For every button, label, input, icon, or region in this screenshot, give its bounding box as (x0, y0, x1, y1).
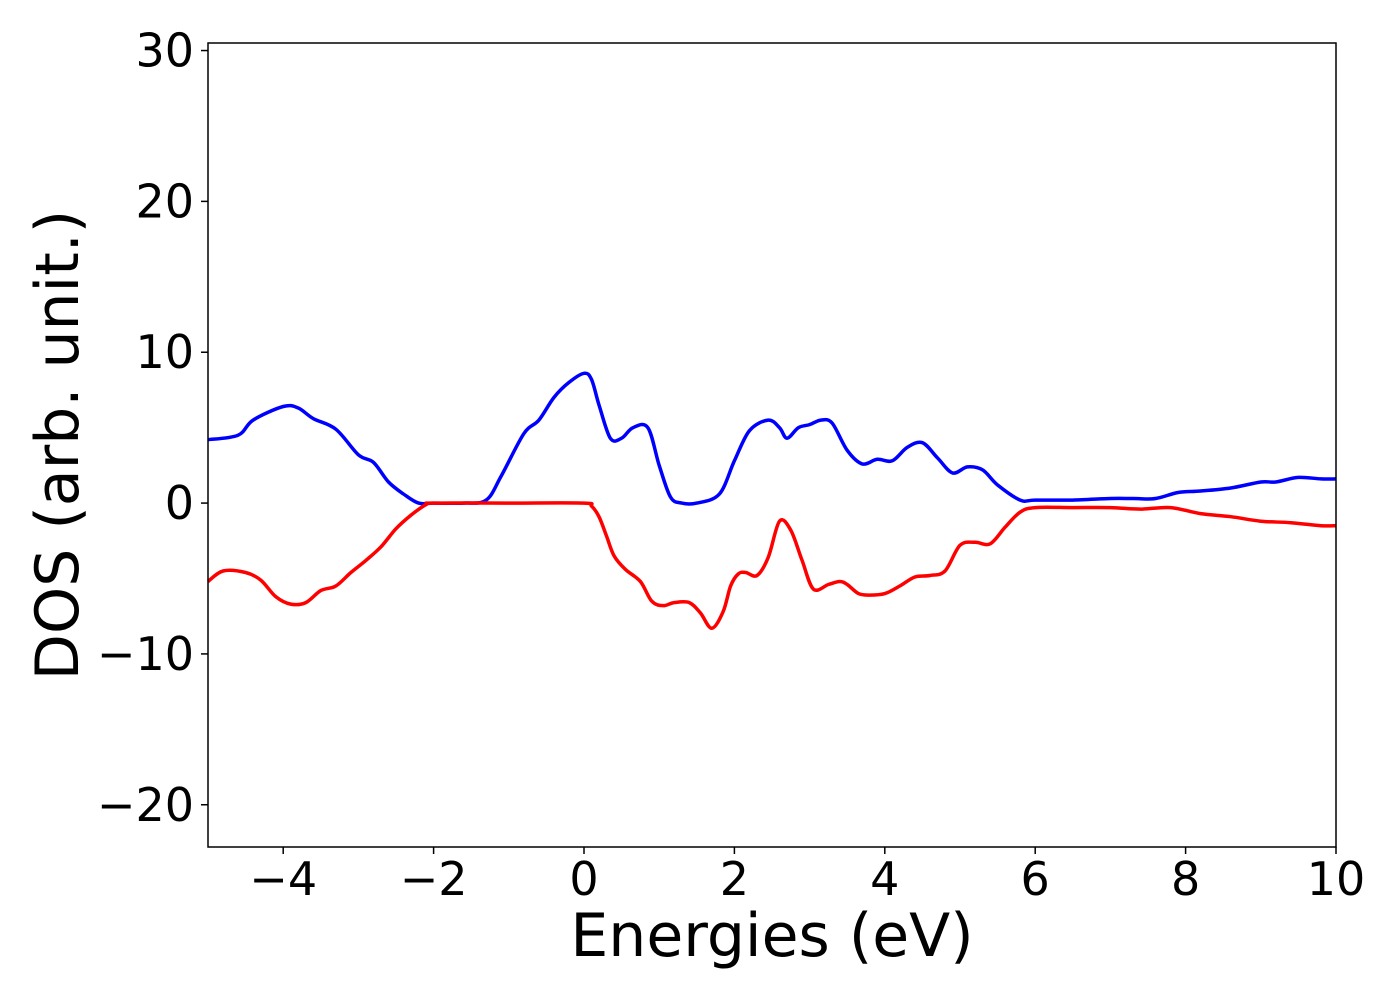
x-tick-label: 0 (569, 852, 598, 906)
series-layer (206, 371, 1337, 631)
series-line-1 (206, 501, 1337, 631)
y-tick-label: −20 (97, 778, 194, 832)
y-tick-label: 0 (165, 476, 194, 530)
x-tick-label: 6 (1021, 852, 1050, 906)
x-tick-label: 2 (720, 852, 749, 906)
y-tick-label: 30 (135, 24, 194, 78)
series-line-0 (207, 371, 1337, 506)
y-tick-label: 10 (135, 325, 194, 379)
y-axis-label: DOS (arb. unit.) (23, 210, 93, 680)
x-axis-label: Energies (eV) (570, 901, 973, 971)
x-tick-label: −4 (249, 852, 317, 906)
x-tick-label: 4 (870, 852, 899, 906)
x-tick-label: −2 (400, 852, 468, 906)
plot-frame (207, 42, 1337, 848)
x-tick-label: 8 (1171, 852, 1200, 906)
x-tick-label: 10 (1307, 852, 1366, 906)
y-tick-label: 20 (135, 174, 194, 228)
y-axis-ticks: −20 −10 0 10 20 30 (97, 24, 208, 832)
x-axis-ticks: −4 −2 0 2 4 6 8 10 (249, 847, 1365, 906)
y-tick-label: −10 (97, 627, 194, 681)
